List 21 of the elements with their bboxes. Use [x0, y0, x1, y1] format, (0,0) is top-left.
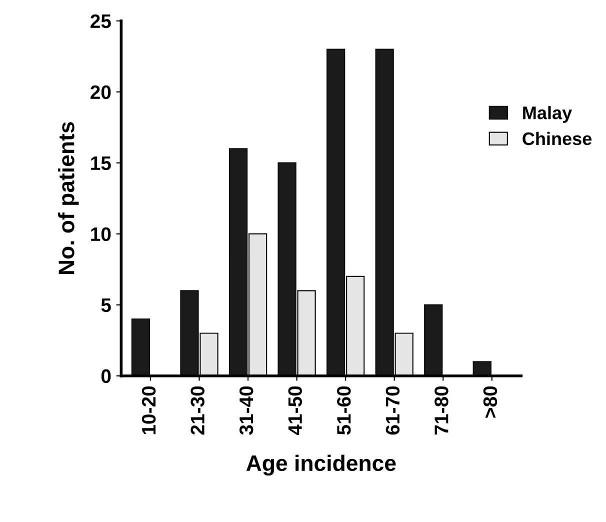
bar	[131, 318, 150, 376]
x-axis-title: Age incidence	[246, 454, 396, 476]
y-tick-label: 10	[91, 227, 111, 242]
bar	[424, 304, 443, 376]
x-tick-label: 71-80	[434, 386, 448, 434]
bar	[472, 361, 492, 376]
x-tick-label: >80	[483, 386, 498, 418]
y-tick-label: 25	[90, 14, 111, 28]
y-tick-label: 5	[101, 298, 111, 312]
x-tick-label: 31-40	[239, 386, 254, 435]
x-tick-label: 61-70	[386, 386, 400, 435]
x-tick-label: 21-30	[190, 386, 204, 435]
legend-label: Chinese	[522, 132, 592, 146]
y-tick-label: 15	[91, 156, 111, 170]
y-axis-title: No. of patients	[58, 122, 79, 274]
x-tick-label: 41-50	[288, 386, 302, 435]
x-tick-label: 10-20	[142, 386, 156, 434]
y-tick-label: 0	[101, 369, 111, 384]
x-tick-label: 51-60	[337, 386, 351, 435]
legend-label: Malay	[523, 106, 572, 123]
y-tick-label: 20	[90, 85, 111, 100]
